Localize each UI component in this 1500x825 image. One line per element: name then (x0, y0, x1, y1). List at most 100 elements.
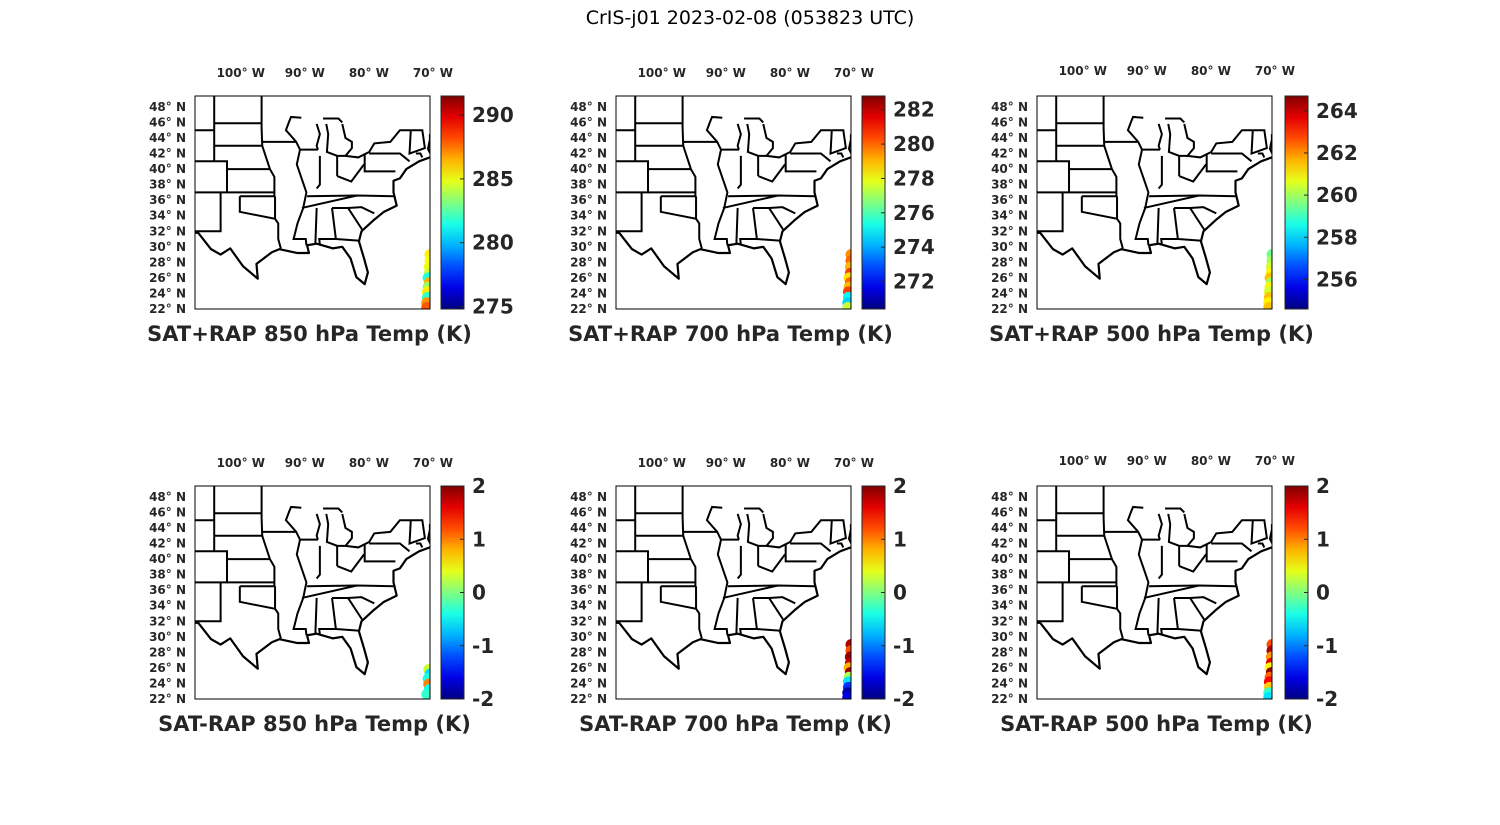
state-border (713, 539, 729, 636)
lat-tick-label: 36° N (149, 583, 186, 597)
colorbar-tick-label: -1 (1316, 634, 1338, 658)
lat-tick-label: 36° N (570, 583, 607, 597)
state-border (408, 519, 426, 545)
state-border (736, 545, 742, 580)
lat-tick-label: 22° N (991, 302, 1028, 316)
state-border (1126, 505, 1160, 541)
colorbar-tick-label: 290 (472, 103, 514, 127)
lat-tick-label: 26° N (149, 661, 186, 675)
panel-5: 100° W 90° W 80° W 70° W 48° N46° N 44° N 42° … (570, 456, 915, 736)
state-border (347, 207, 364, 232)
lon-tick-label: 80° W (770, 66, 810, 80)
lat-tick-label: 22° N (149, 692, 186, 706)
panel-6: 100° W 90° W 80° W 70° W 48° N46° N 44° N 42° … (991, 454, 1338, 736)
colorbar-tick-label: 2 (1316, 474, 1330, 498)
state-border (195, 550, 270, 561)
state-border (195, 582, 222, 623)
state-border (1037, 559, 1071, 584)
lon-tick-label: 80° W (1191, 454, 1231, 468)
state-border (1134, 149, 1150, 246)
state-border (739, 597, 759, 635)
state-border (284, 505, 318, 541)
state-border (1149, 584, 1200, 588)
state-border (736, 513, 742, 540)
state-border (1174, 206, 1217, 215)
colorbar-tick-label: 1 (1316, 527, 1330, 551)
lat-tick-label: 26° N (149, 271, 186, 285)
colorbar-tick-label: -1 (472, 634, 494, 658)
state-border (1157, 513, 1163, 540)
map (1037, 96, 1272, 309)
lat-tick-label: 46° N (149, 505, 186, 519)
lat-tick-label: 46° N (149, 115, 186, 129)
lat-tick-label: 28° N (991, 645, 1028, 659)
lat-tick-label: 44° N (149, 131, 186, 145)
lat-tick-label: 34° N (149, 599, 186, 613)
colorbar-tick-label: 285 (472, 167, 514, 191)
data-point (1263, 301, 1272, 309)
state-border (260, 96, 276, 197)
lat-tick-label: 42° N (149, 537, 186, 551)
state-border (790, 152, 832, 163)
lon-tick-label: 70° W (413, 456, 453, 470)
lon-tick-label: 100° W (1059, 454, 1107, 468)
lat-tick-label: 42° N (991, 537, 1028, 551)
lon-tick-label: 70° W (834, 456, 874, 470)
panel-title: SAT+RAP 700 hPa Temp (K) (568, 322, 893, 346)
lon-tick-label: 100° W (638, 66, 686, 80)
lat-tick-label: 48° N (570, 100, 607, 114)
lat-tick-label: 48° N (149, 100, 186, 114)
lat-tick-label: 34° N (991, 209, 1028, 223)
state-border (728, 584, 779, 588)
state-border (616, 169, 650, 194)
lat-tick-label: 40° N (991, 552, 1028, 566)
lat-tick-label: 32° N (991, 614, 1028, 628)
lat-tick-label: 44° N (991, 131, 1028, 145)
lat-tick-label: 48° N (570, 490, 607, 504)
lat-tick-label: 22° N (570, 692, 607, 706)
state-border (301, 194, 395, 209)
coastline (195, 134, 430, 286)
lat-tick-label: 24° N (570, 676, 607, 690)
state-border (314, 207, 318, 244)
lat-tick-label: 26° N (570, 661, 607, 675)
colorbar-tick-label: 2 (472, 474, 486, 498)
panel-title: SAT+RAP 850 hPa Temp (K) (147, 322, 472, 346)
state-border (195, 192, 222, 233)
lat-tick-label: 34° N (991, 599, 1028, 613)
state-border (616, 582, 643, 623)
lat-tick-label: 40° N (570, 162, 607, 176)
lat-tick-label: 24° N (149, 286, 186, 300)
state-border (756, 628, 780, 632)
lon-tick-label: 100° W (638, 456, 686, 470)
state-border (1157, 545, 1163, 580)
colorbar-tick-label: 2 (893, 474, 907, 498)
state-border (238, 196, 282, 249)
colorbar-tick-label: 275 (472, 294, 514, 318)
lat-tick-label: 40° N (149, 552, 186, 566)
colorbar-tick-label: 1 (893, 527, 907, 551)
lat-tick-label: 22° N (991, 692, 1028, 706)
state-border (736, 123, 742, 150)
colorbar-tick-label: 278 (893, 166, 935, 190)
state-border (790, 542, 832, 553)
state-border (315, 513, 321, 540)
state-border (325, 513, 353, 547)
state-border (705, 505, 739, 541)
state-border (335, 628, 359, 632)
lat-tick-label: 46° N (570, 505, 607, 519)
state-border (1134, 539, 1150, 636)
lon-tick-label: 90° W (1127, 454, 1167, 468)
state-border (616, 192, 643, 233)
colorbar-tick-label: 0 (472, 581, 486, 605)
state-border (784, 543, 817, 563)
state-border (766, 519, 832, 549)
state-border (744, 117, 764, 124)
state-border (836, 152, 845, 158)
state-border (369, 152, 411, 163)
state-border (836, 542, 845, 548)
lon-tick-label: 80° W (1191, 64, 1231, 78)
map-frame (194, 485, 431, 700)
lat-tick-label: 38° N (149, 568, 186, 582)
state-border (301, 584, 395, 599)
